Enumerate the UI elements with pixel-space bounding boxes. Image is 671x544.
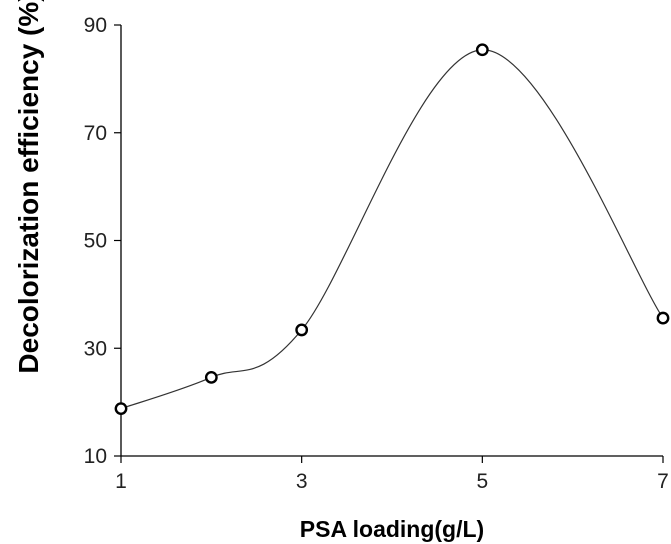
data-points <box>114 43 670 415</box>
y-tick-label: 50 <box>84 230 107 253</box>
data-point <box>295 323 309 337</box>
x-tick-label: 7 <box>657 470 669 493</box>
y-axis-title: Decolorization efficiency (%) <box>13 0 44 374</box>
series-line <box>120 49 664 410</box>
x-tick-label: 5 <box>476 470 488 493</box>
y-tick-label: 90 <box>84 14 107 37</box>
data-point <box>114 402 128 415</box>
x-tick-label: 3 <box>296 470 308 493</box>
y-tick-label: 30 <box>84 337 107 360</box>
axes: 10 30 50 70 90 1 3 5 7 <box>84 14 669 493</box>
y-tick-label: 70 <box>84 122 107 145</box>
data-point <box>656 311 670 325</box>
y-tick-label: 10 <box>84 445 107 468</box>
x-tick-label: 1 <box>115 470 127 493</box>
x-axis-title: PSA loading(g/L) <box>300 516 484 542</box>
data-point <box>204 370 218 384</box>
data-point <box>475 43 489 57</box>
